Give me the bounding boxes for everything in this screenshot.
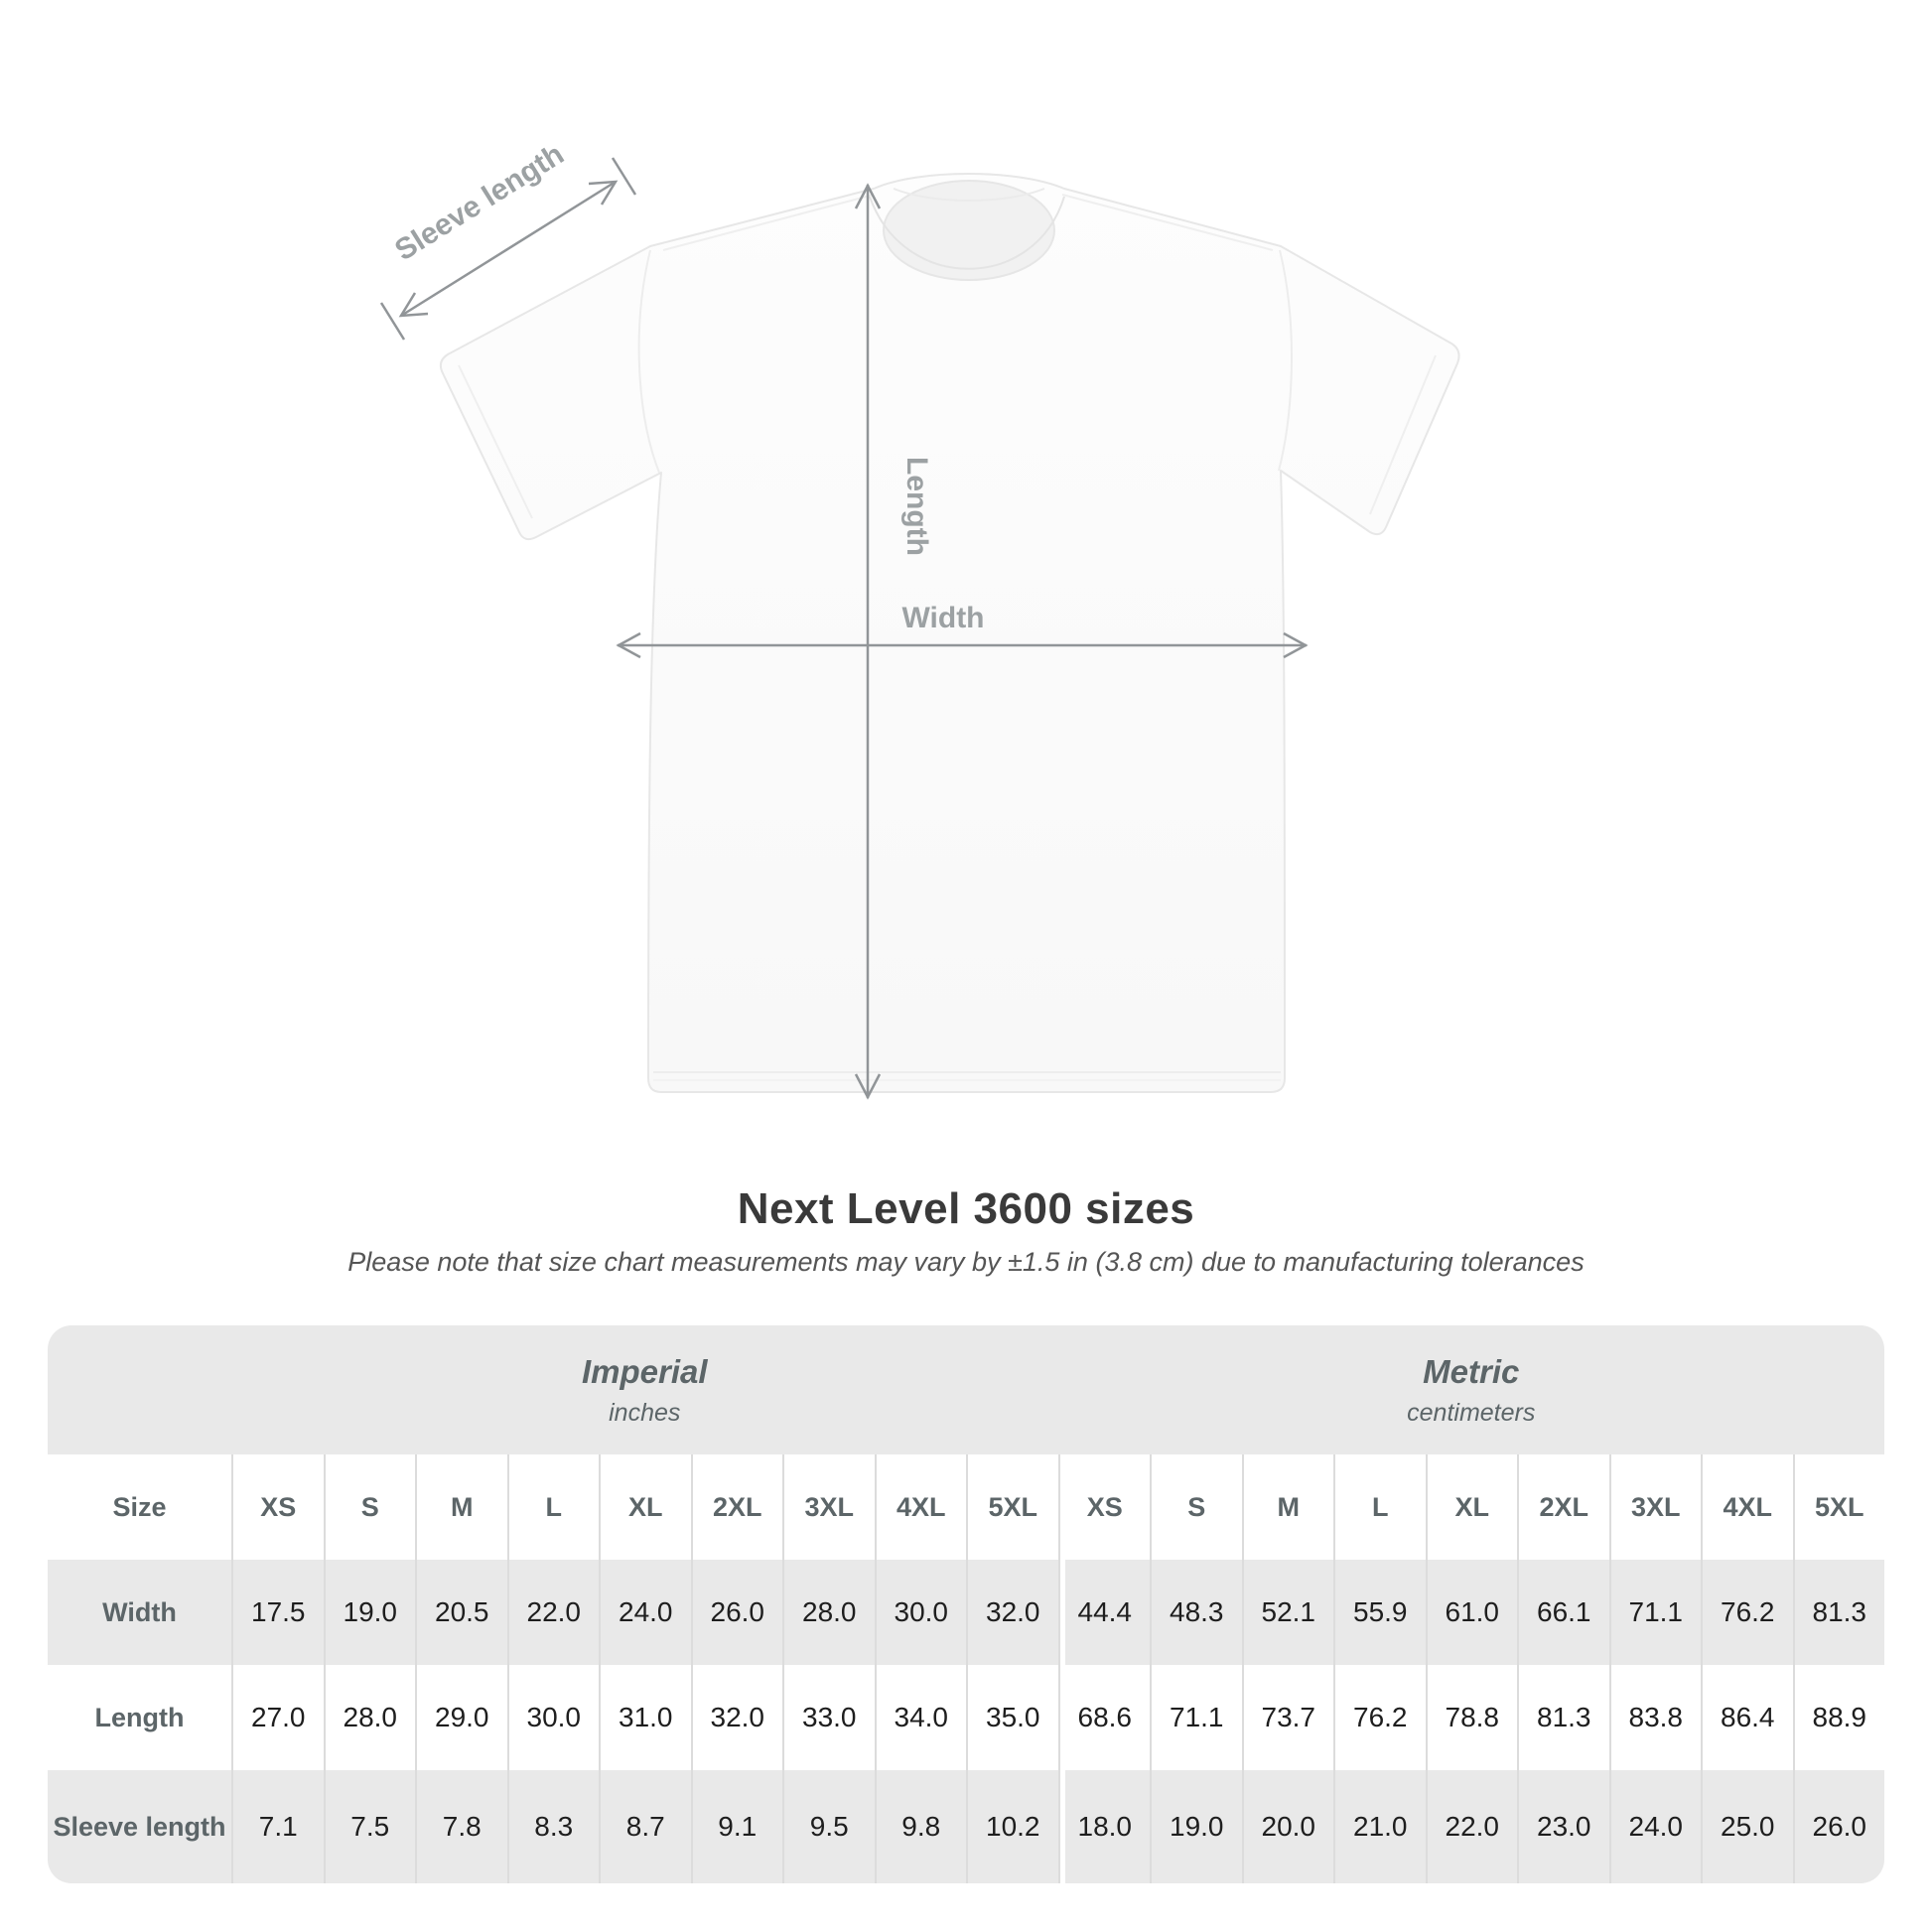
value-cell: 7.1: [231, 1770, 324, 1883]
imperial-section-header: Imperial inches: [231, 1325, 1058, 1454]
value-cell: 21.0: [1333, 1770, 1426, 1883]
width-label: Width: [901, 602, 984, 634]
size-header-cell: 5XL: [966, 1454, 1058, 1560]
collar-band-seam: [869, 196, 1065, 270]
row-label-length: Length: [48, 1665, 231, 1770]
imperial-label: Imperial: [581, 1352, 708, 1390]
size-header-cell: 4XL: [874, 1454, 966, 1560]
value-cell: 20.0: [1241, 1770, 1333, 1883]
size-header-cell: S: [1150, 1454, 1242, 1560]
value-cell: 19.0: [323, 1560, 415, 1665]
value-cell: 29.0: [415, 1665, 507, 1770]
value-cell: 26.0: [690, 1560, 782, 1665]
value-cell: 83.8: [1608, 1665, 1701, 1770]
value-cell: 22.0: [506, 1560, 599, 1665]
value-cell: 81.3: [1792, 1560, 1884, 1665]
value-cell: 9.1: [690, 1770, 782, 1883]
value-cell: 7.5: [323, 1770, 415, 1883]
value-cell: 20.5: [415, 1560, 507, 1665]
size-header-cell: XL: [1425, 1454, 1517, 1560]
value-cell: 76.2: [1701, 1560, 1793, 1665]
value-cell: 71.1: [1150, 1665, 1242, 1770]
size-header-cell: XS: [231, 1454, 324, 1560]
value-cell: 10.2: [966, 1770, 1058, 1883]
value-cell: 81.3: [1517, 1665, 1609, 1770]
value-cell: 28.0: [323, 1665, 415, 1770]
value-cell: 26.0: [1792, 1770, 1884, 1883]
value-cell: 23.0: [1517, 1770, 1609, 1883]
sleeve-length-arrow: [379, 157, 637, 341]
size-header-cell: 5XL: [1792, 1454, 1884, 1560]
row-label-sleeve-length: Sleeve length: [48, 1770, 231, 1883]
size-header-cell: XL: [599, 1454, 691, 1560]
tshirt-illustration: Sleeve length Length Width: [379, 138, 1460, 1100]
value-cell: 78.8: [1425, 1665, 1517, 1770]
metric-unit-label: centimeters: [1407, 1398, 1536, 1427]
length-arrow: [854, 183, 882, 1100]
size-header-cell: 4XL: [1701, 1454, 1793, 1560]
metric-label: Metric: [1423, 1352, 1520, 1390]
tshirt-measurement-diagram: Sleeve length Length Width: [379, 138, 1460, 1100]
value-cell: 7.8: [415, 1770, 507, 1883]
size-header-cell: S: [323, 1454, 415, 1560]
value-cell: 88.9: [1792, 1665, 1884, 1770]
size-table: Imperial inches Metric centimeters Size …: [48, 1325, 1884, 1883]
length-label: Length: [900, 457, 933, 556]
tolerance-note: Please note that size chart measurements…: [347, 1247, 1585, 1277]
size-header-cell: 2XL: [690, 1454, 782, 1560]
size-header-cell: L: [506, 1454, 599, 1560]
value-cell: 30.0: [506, 1665, 599, 1770]
value-cell: 66.1: [1517, 1560, 1609, 1665]
value-cell: 44.4: [1057, 1560, 1150, 1665]
value-cell: 24.0: [1608, 1770, 1701, 1883]
value-cell: 35.0: [966, 1665, 1058, 1770]
imperial-unit-label: inches: [609, 1398, 681, 1427]
value-cell: 52.1: [1241, 1560, 1333, 1665]
value-cell: 32.0: [690, 1665, 782, 1770]
value-cell: 71.1: [1608, 1560, 1701, 1665]
size-header-cell: M: [415, 1454, 507, 1560]
value-cell: 17.5: [231, 1560, 324, 1665]
value-cell: 19.0: [1150, 1770, 1242, 1883]
value-cell: 28.0: [782, 1560, 875, 1665]
value-cell: 27.0: [231, 1665, 324, 1770]
value-cell: 61.0: [1425, 1560, 1517, 1665]
value-cell: 48.3: [1150, 1560, 1242, 1665]
value-cell: 8.3: [506, 1770, 599, 1883]
tshirt-shape: [439, 173, 1460, 1093]
value-cell: 30.0: [874, 1560, 966, 1665]
value-cell: 86.4: [1701, 1665, 1793, 1770]
value-cell: 9.5: [782, 1770, 875, 1883]
value-cell: 31.0: [599, 1665, 691, 1770]
value-cell: 8.7: [599, 1770, 691, 1883]
metric-section-header: Metric centimeters: [1057, 1325, 1884, 1454]
size-header-cell: M: [1241, 1454, 1333, 1560]
width-arrow: [616, 631, 1309, 659]
value-cell: 24.0: [599, 1560, 691, 1665]
value-cell: 55.9: [1333, 1560, 1426, 1665]
size-col-header: Size: [48, 1454, 231, 1560]
size-header-cell: 3XL: [782, 1454, 875, 1560]
value-cell: 33.0: [782, 1665, 875, 1770]
value-cell: 32.0: [966, 1560, 1058, 1665]
sleeve-length-label: Sleeve length: [389, 138, 570, 267]
size-header-cell: XS: [1057, 1454, 1150, 1560]
size-header-cell: L: [1333, 1454, 1426, 1560]
value-cell: 76.2: [1333, 1665, 1426, 1770]
value-cell: 22.0: [1425, 1770, 1517, 1883]
value-cell: 73.7: [1241, 1665, 1333, 1770]
value-cell: 25.0: [1701, 1770, 1793, 1883]
size-header-cell: 3XL: [1608, 1454, 1701, 1560]
value-cell: 9.8: [874, 1770, 966, 1883]
value-cell: 34.0: [874, 1665, 966, 1770]
collar-opening: [883, 180, 1055, 281]
title-block: Next Level 3600 sizes Please note that s…: [0, 1183, 1932, 1279]
page-title: Next Level 3600 sizes: [737, 1184, 1195, 1233]
row-label-width: Width: [48, 1560, 231, 1665]
unit-header-spacer: [48, 1325, 231, 1454]
value-cell: 68.6: [1057, 1665, 1150, 1770]
value-cell: 18.0: [1057, 1770, 1150, 1883]
size-header-cell: 2XL: [1517, 1454, 1609, 1560]
